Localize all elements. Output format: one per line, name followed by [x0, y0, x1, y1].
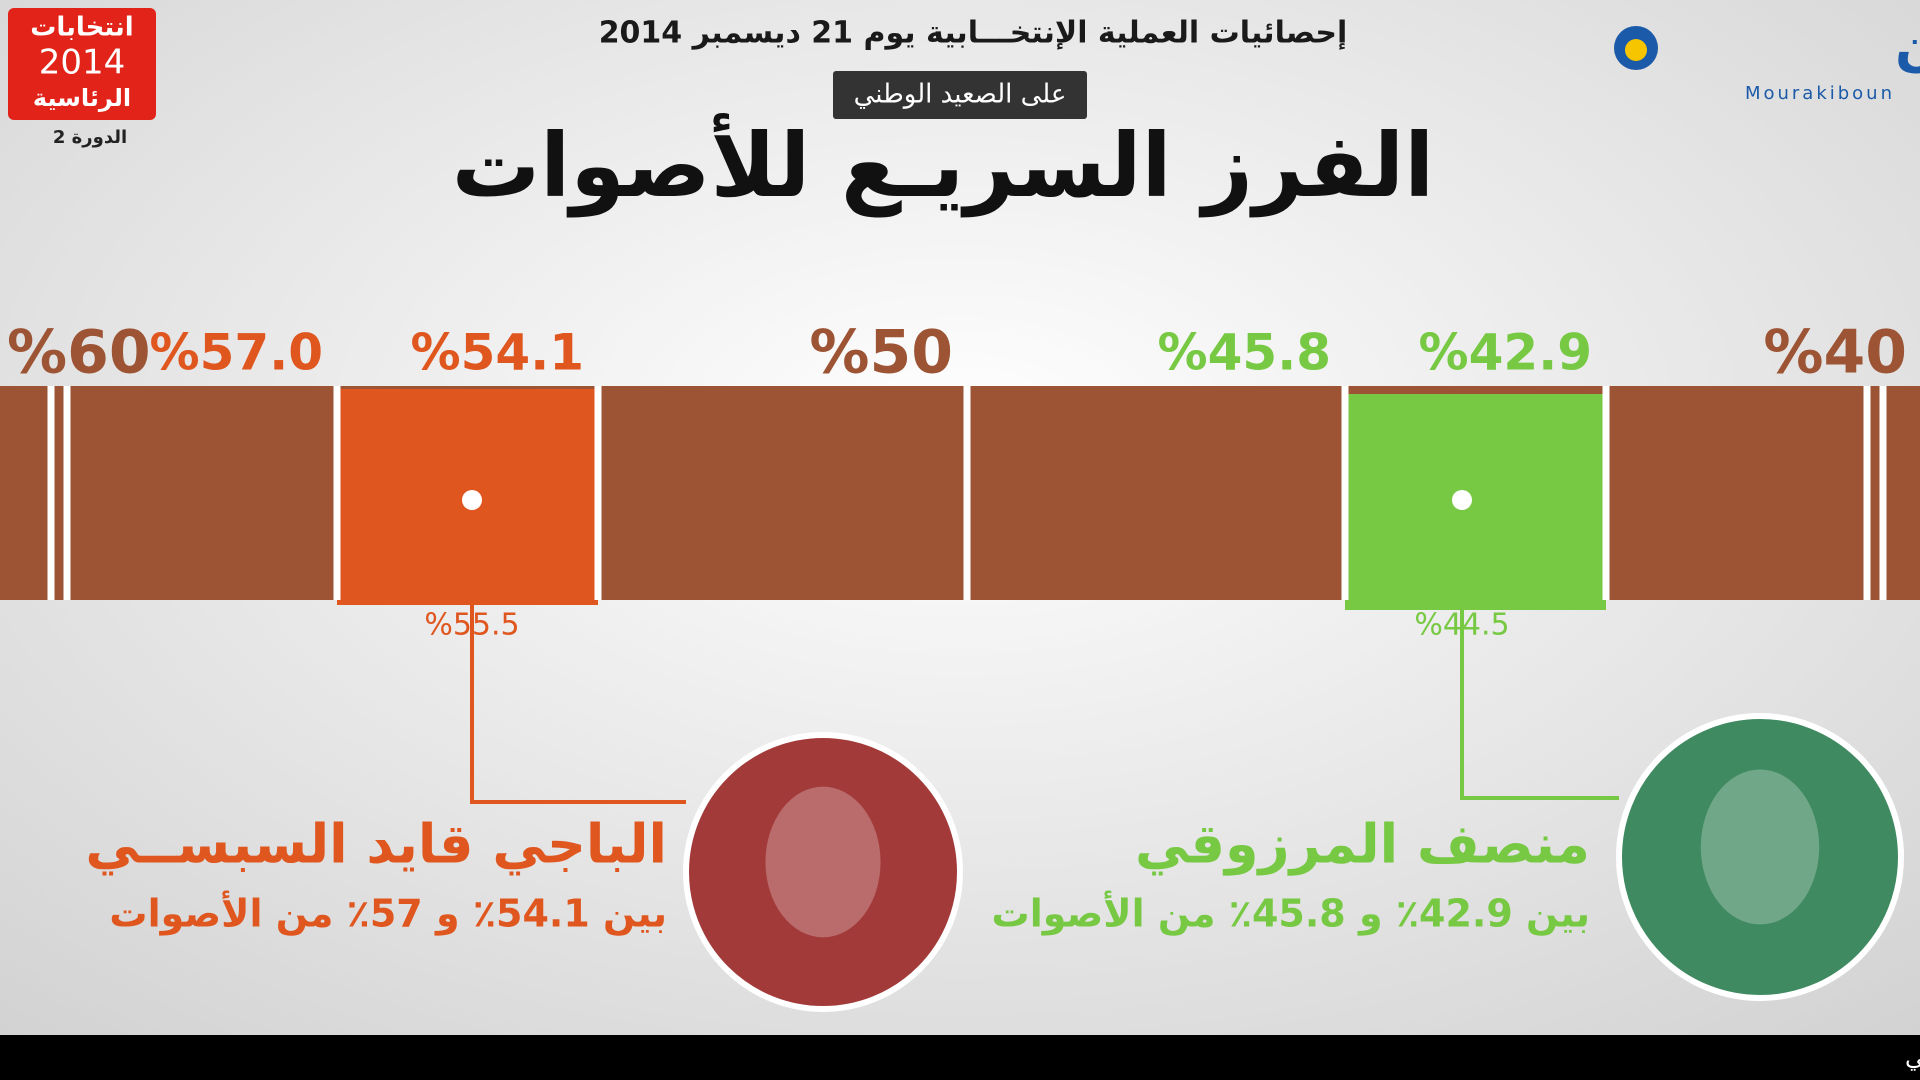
election-year: 2014 — [39, 43, 126, 83]
candidate-name: منصف المرزوقي — [1135, 813, 1590, 876]
estimate-dot — [462, 490, 482, 510]
estimate-dot — [1452, 490, 1472, 510]
tick-label: %42.9 — [1419, 324, 1592, 382]
tick-label: %60 — [7, 318, 151, 388]
candidate-range: بين 42.9٪ و 45.8٪ من الأصوات — [992, 890, 1590, 937]
candidate-photo — [1616, 713, 1904, 1001]
election-label: انتخابات — [30, 13, 133, 43]
logo-text: مراقبون — [1895, 15, 1920, 78]
election-round: الدورة 2 — [53, 127, 127, 148]
tick-label: %50 — [809, 318, 953, 388]
estimate-label: %44.5 — [1414, 608, 1509, 643]
logo-pupil — [1625, 39, 1647, 61]
connector — [1460, 500, 1619, 800]
tick-label: %45.8 — [1158, 324, 1331, 382]
badge-box — [833, 71, 1087, 119]
election-type: الرئاسية — [33, 84, 131, 112]
chart-title: الفرز السريـع للأصوات — [452, 113, 1435, 218]
footer-bar — [0, 1035, 1920, 1080]
photo-face — [1700, 769, 1820, 925]
plot: %60%57.0 %54.1 %50 %45.8 %42.9 %40 %55.5 الباجي… — [0, 318, 1920, 1012]
footer-note: إحصائيات تم تقديرها من عيّنة تضم 997 من … — [1905, 1043, 1920, 1072]
candidate-name: الباجي قايد السبســي — [85, 813, 667, 876]
subtitle: إحصائيات العملية الإنتخـــابية يوم 21 دي… — [599, 16, 1348, 51]
estimate-label: %55.5 — [424, 608, 519, 643]
range-box — [1345, 394, 1606, 610]
candidate-range: بين 54.1٪ و 57٪ من الأصوات — [109, 890, 667, 937]
connector — [470, 500, 686, 804]
logo-latin: Mourakiboun — [1745, 83, 1895, 104]
tick-label: %40 — [1763, 318, 1907, 388]
badge-text: على الصعيد الوطني — [854, 80, 1067, 110]
scale-bar — [0, 386, 1920, 600]
tick-label: %57.0 — [150, 324, 323, 382]
tick-label: %54.1 — [411, 324, 584, 382]
candidate-photo — [683, 732, 963, 1012]
election-badge — [8, 8, 156, 120]
photo-face — [765, 786, 881, 938]
